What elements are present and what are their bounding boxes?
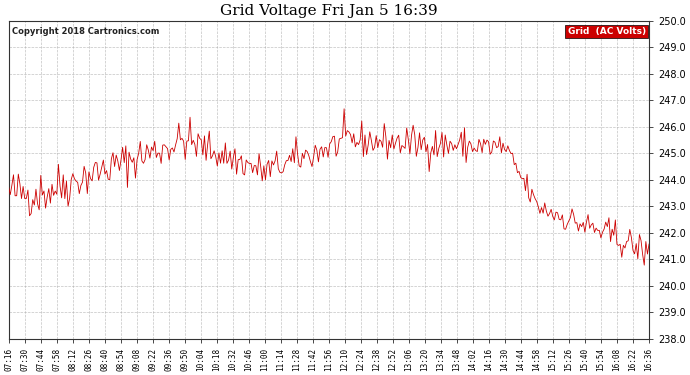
Text: Copyright 2018 Cartronics.com: Copyright 2018 Cartronics.com [12,27,159,36]
Text: Grid  (AC Volts): Grid (AC Volts) [568,27,646,36]
Title: Grid Voltage Fri Jan 5 16:39: Grid Voltage Fri Jan 5 16:39 [220,4,437,18]
